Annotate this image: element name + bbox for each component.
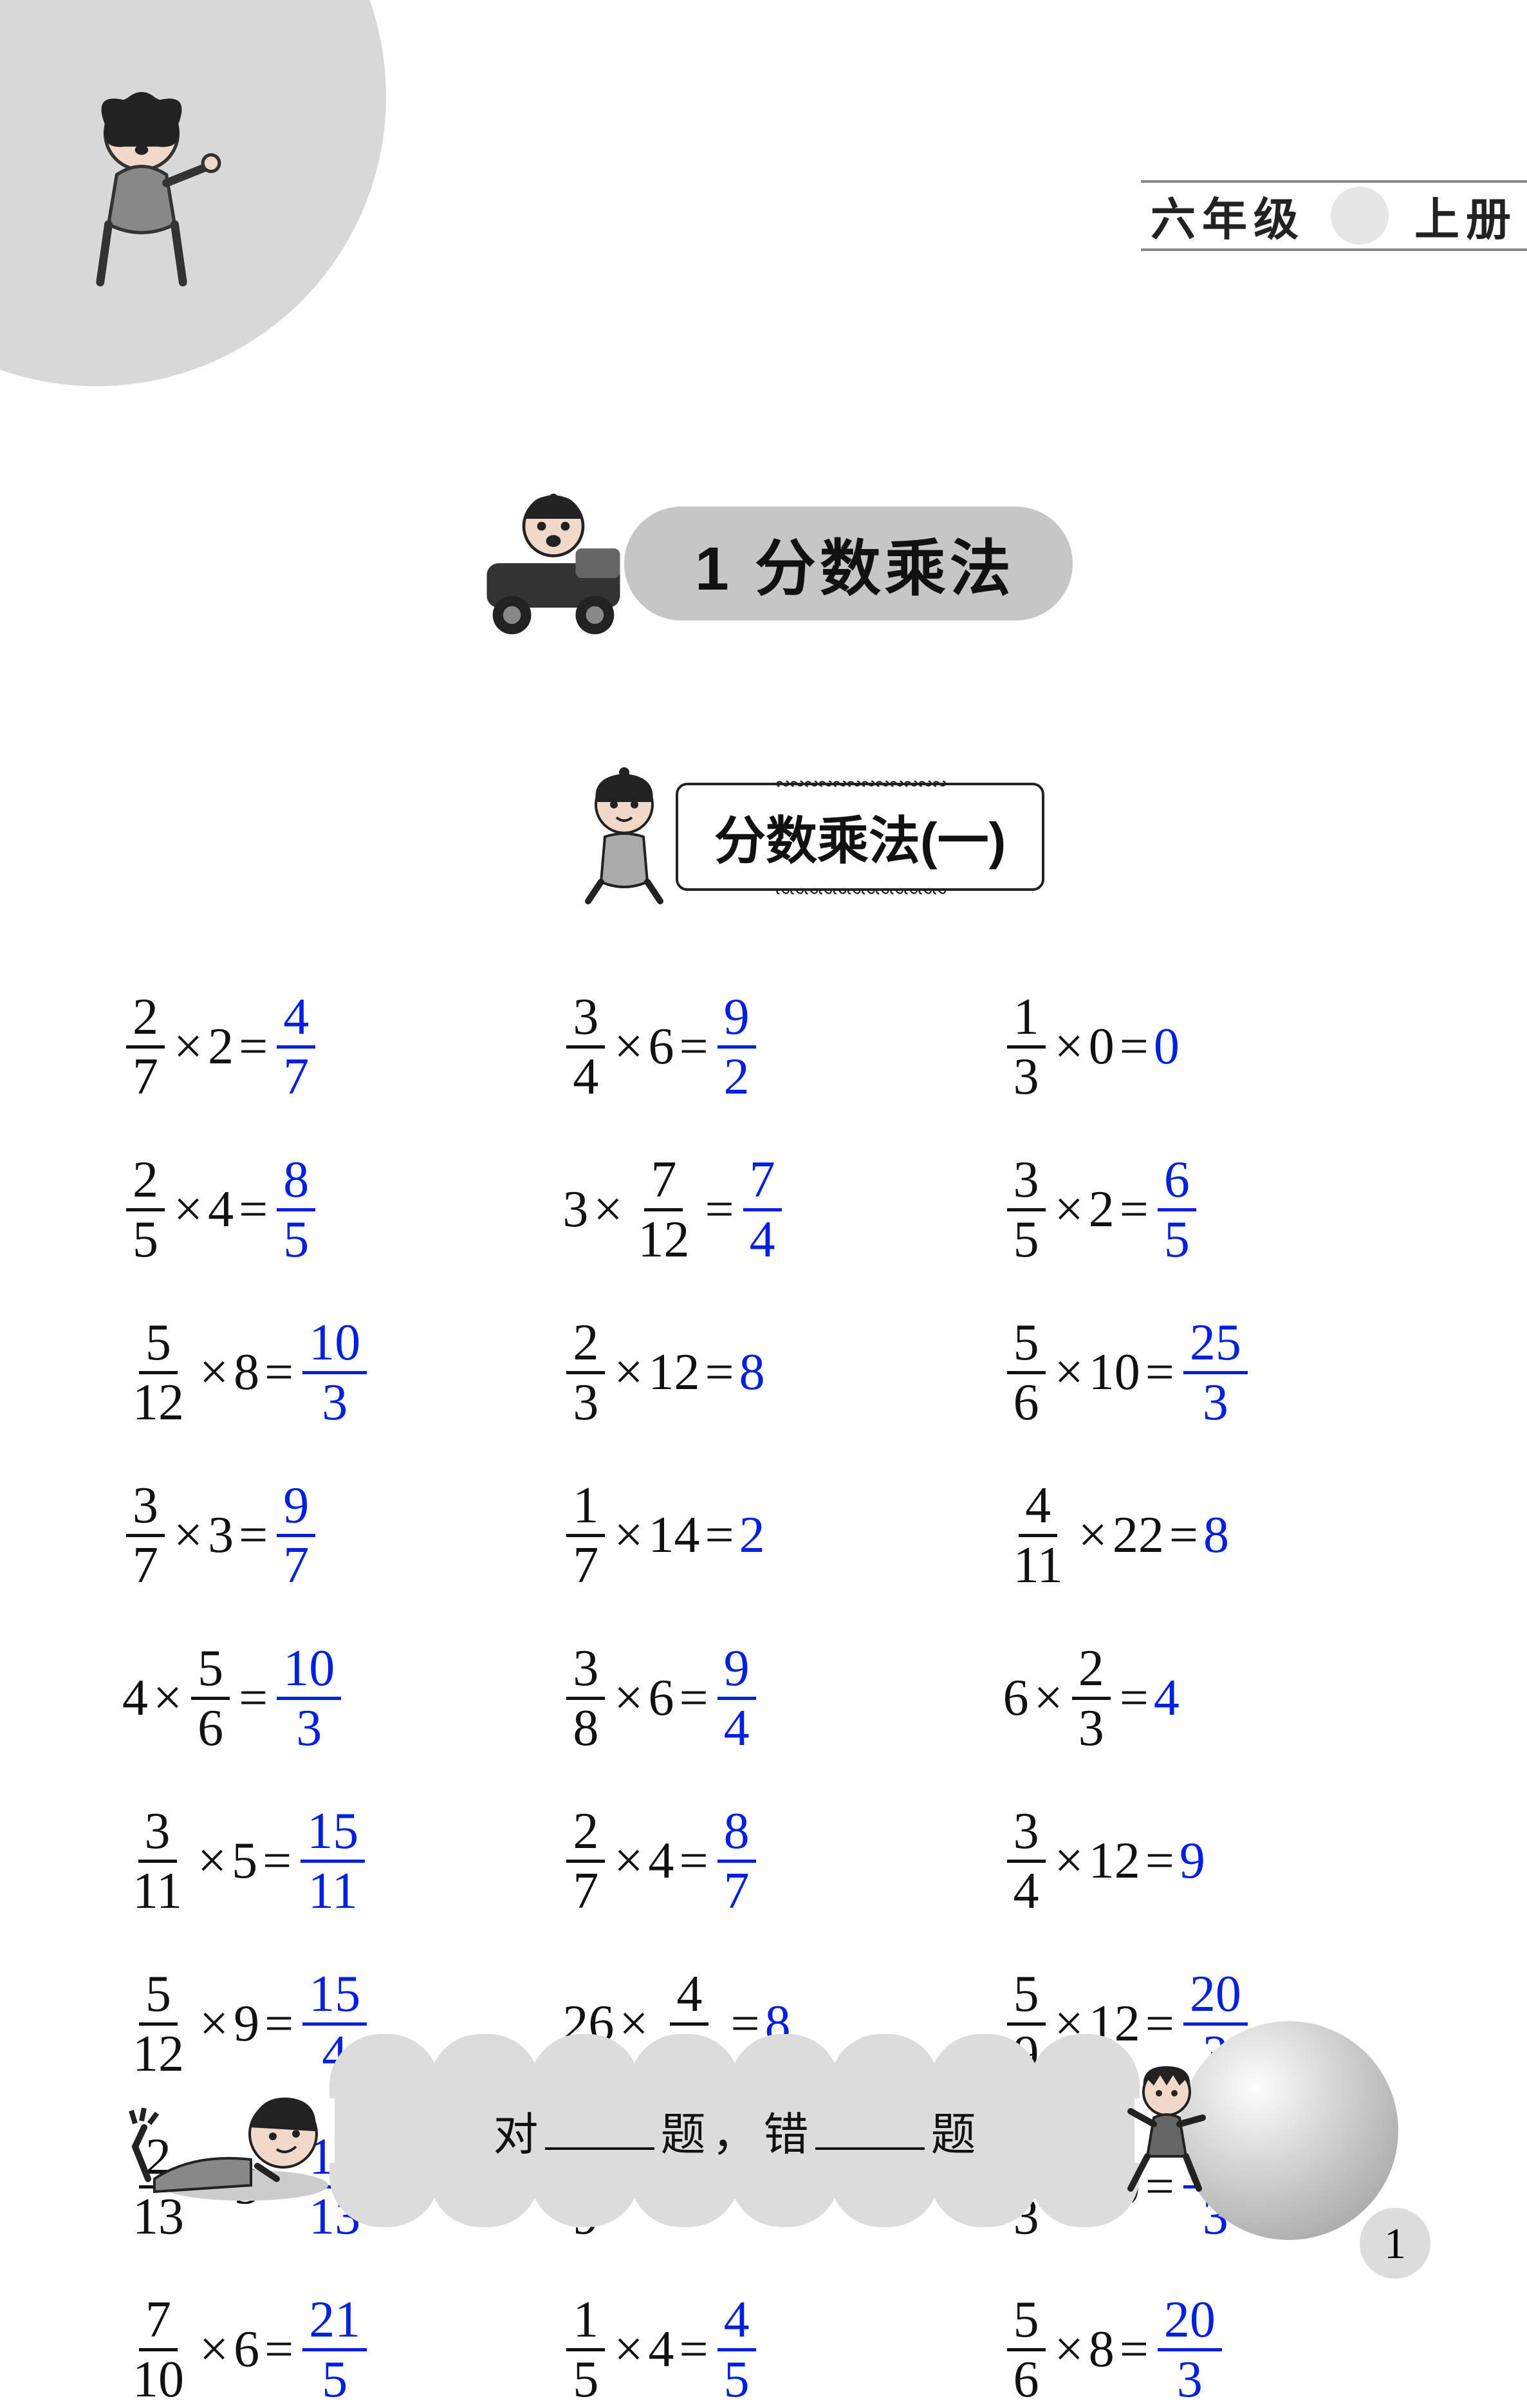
equation-r4-c0: 4×56=103 <box>122 1643 524 1754</box>
section-banner: 分数乘法(一) <box>560 766 1044 908</box>
equation-r0-c2: 13×0=0 <box>1003 991 1405 1103</box>
equation-r8-c2: 56×8=203 <box>1003 2294 1405 2405</box>
equation-r5-c0: 311×5=1511 <box>122 1806 524 1917</box>
equation-r1-c2: 35×2=65 <box>1003 1154 1405 1265</box>
score-text: 对 题 ， 错 题 <box>494 2098 976 2163</box>
header-bar: 六年级 上册 <box>1141 180 1527 251</box>
chapter-pill: 1 分数乘法 <box>624 507 1073 621</box>
equation-r1-c1: 3×712=74 <box>562 1154 964 1265</box>
chapter-title: 分数乘法 <box>755 519 1015 608</box>
chapter-banner: 1 分数乘法 <box>463 489 1073 637</box>
equation-r5-c1: 27×4=87 <box>562 1806 964 1917</box>
equation-r8-c0: 710×6=215 <box>122 2294 524 2405</box>
equation-r3-c1: 17×14=2 <box>562 1480 964 1591</box>
header-volume: 上册 <box>1414 183 1517 248</box>
equation-r5-c2: 34×12=9 <box>1003 1806 1405 1917</box>
header-grade: 六年级 <box>1151 183 1305 248</box>
separator: ， <box>712 2098 757 2163</box>
unit-2: 题 <box>931 2098 976 2163</box>
footer-score-area: 对 题 ， 错 题 <box>129 2040 1398 2221</box>
equation-r3-c0: 37×3=97 <box>122 1480 524 1591</box>
equation-r2-c1: 23×12=8 <box>562 1317 964 1428</box>
label-correct: 对 <box>494 2098 539 2163</box>
unit-1: 题 <box>661 2098 706 2163</box>
score-cloud: 对 题 ， 错 题 <box>335 2066 1134 2195</box>
equation-r0-c1: 34×6=92 <box>562 991 964 1103</box>
running-boy-illustration <box>1115 2060 1218 2201</box>
wrong-blank[interactable] <box>815 2118 925 2150</box>
chapter-number: 1 <box>695 534 729 604</box>
equation-r0-c0: 27×2=47 <box>122 991 524 1103</box>
boy-sitting-illustration <box>560 766 689 908</box>
equation-r4-c1: 38×6=94 <box>562 1643 964 1754</box>
girl-illustration <box>58 84 225 315</box>
header-decoration-circle <box>1331 187 1389 245</box>
lying-boy-illustration <box>129 2057 347 2205</box>
section-title: 分数乘法(一) <box>714 812 1006 870</box>
section-title-box: 分数乘法(一) <box>676 783 1044 891</box>
equation-r2-c2: 56×10=253 <box>1003 1317 1405 1428</box>
equation-r8-c1: 15×4=45 <box>562 2294 964 2405</box>
equation-r3-c2: 411×22=8 <box>1003 1480 1405 1591</box>
page-number: 1 <box>1360 2208 1430 2279</box>
equation-r2-c0: 512×8=103 <box>122 1317 524 1428</box>
equation-r4-c2: 6×23=4 <box>1003 1643 1405 1754</box>
equation-r1-c0: 25×4=85 <box>122 1154 524 1265</box>
label-wrong: 错 <box>764 2098 809 2163</box>
page-number-value: 1 <box>1384 2218 1406 2269</box>
truck-illustration <box>463 489 643 637</box>
correct-blank[interactable] <box>545 2118 654 2150</box>
